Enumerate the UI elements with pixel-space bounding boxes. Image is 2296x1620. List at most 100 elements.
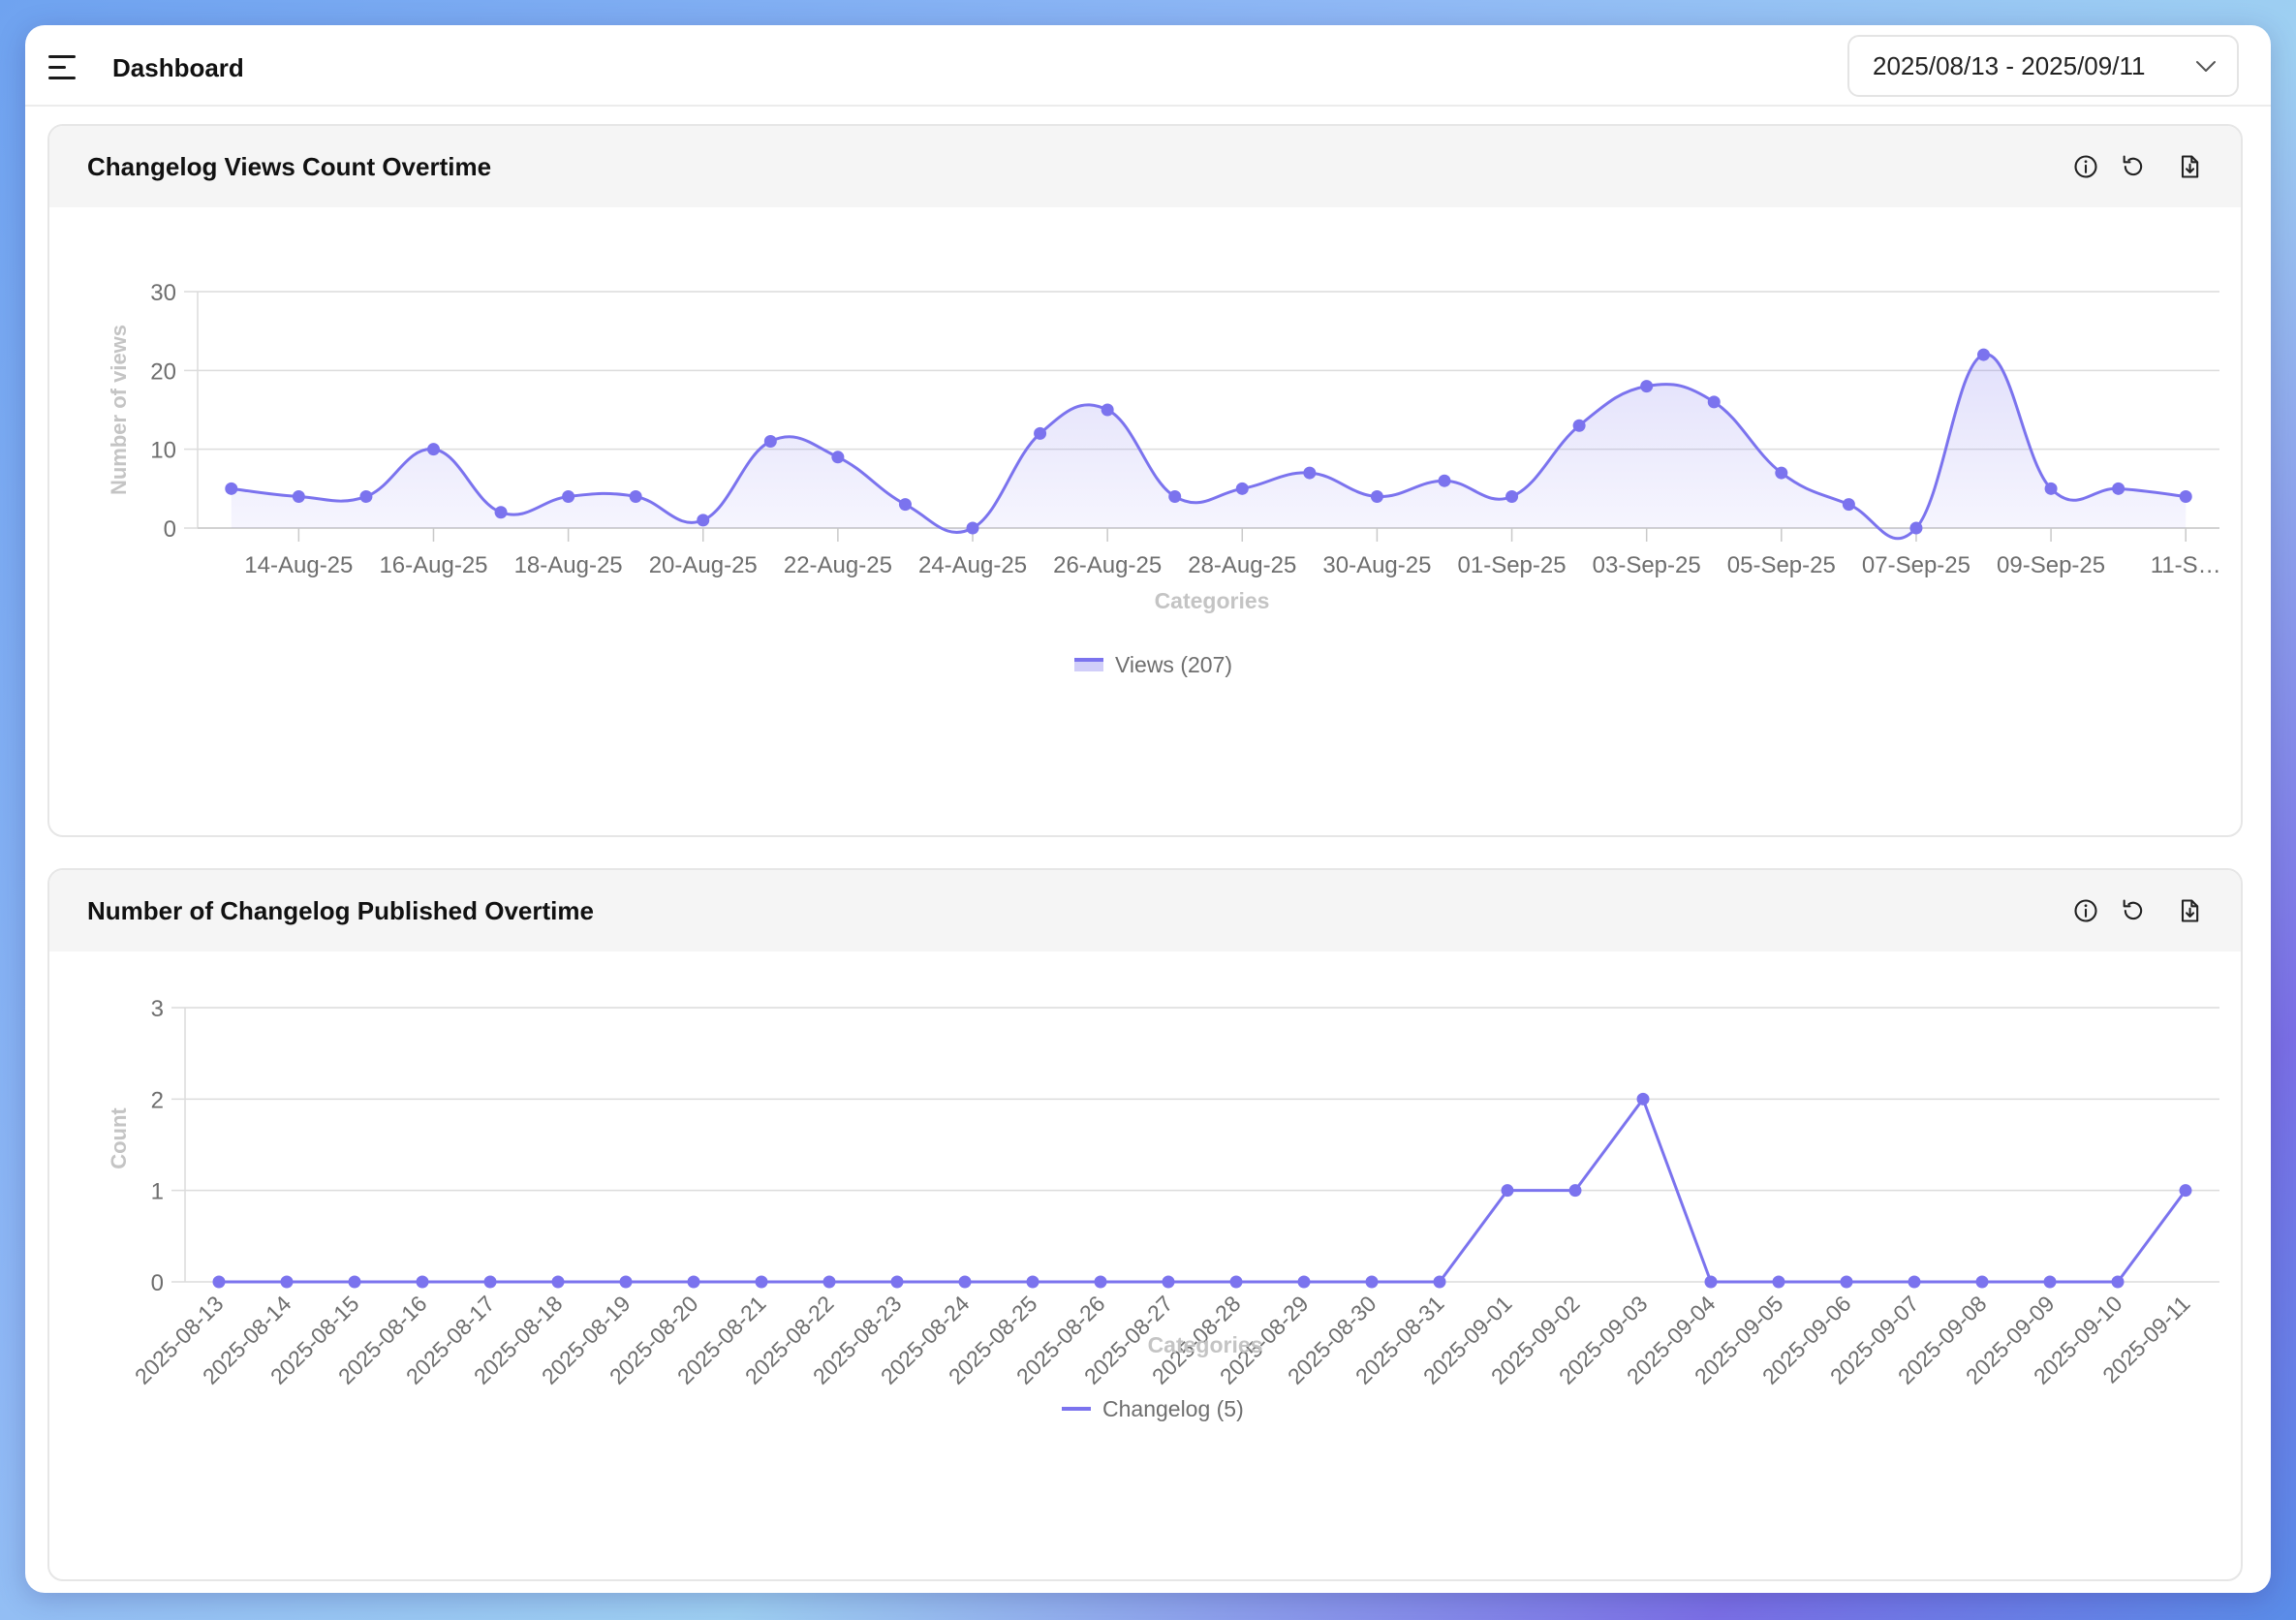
date-range-picker[interactable]: 2025/08/13 - 2025/09/11 bbox=[1847, 35, 2239, 97]
card-header: Changelog Views Count Overtime bbox=[49, 126, 2241, 207]
data-point bbox=[619, 1275, 633, 1289]
data-point bbox=[1365, 1275, 1379, 1289]
x-tick-label: 24-Aug-25 bbox=[918, 552, 1027, 578]
x-tick-label: 14-Aug-25 bbox=[244, 552, 353, 578]
card-title: Number of Changelog Published Overtime bbox=[87, 896, 594, 925]
data-point bbox=[958, 1275, 972, 1289]
data-point bbox=[562, 489, 575, 503]
page-title: Dashboard bbox=[112, 53, 244, 82]
data-point bbox=[1026, 1275, 1039, 1289]
series-line bbox=[219, 1097, 2187, 1284]
download-icon[interactable] bbox=[2176, 897, 2203, 924]
x-tick-label: 22-Aug-25 bbox=[784, 552, 892, 578]
data-point bbox=[898, 498, 912, 512]
reset-icon[interactable] bbox=[2120, 153, 2147, 180]
menu-icon[interactable] bbox=[48, 54, 78, 81]
data-point bbox=[822, 1275, 836, 1289]
series-area bbox=[231, 354, 2187, 539]
x-tick-label: 30-Aug-25 bbox=[1322, 552, 1431, 578]
data-point bbox=[1303, 466, 1317, 480]
y-tick-label: 0 bbox=[164, 516, 176, 543]
y-tick-label: 0 bbox=[151, 1270, 164, 1296]
card-header: Number of Changelog Published Overtime bbox=[49, 870, 2241, 951]
legend-swatch-area bbox=[1074, 660, 1103, 671]
data-point bbox=[1707, 395, 1721, 409]
y-axis-title: Number of views bbox=[107, 325, 131, 495]
x-tick-label: 01-Sep-25 bbox=[1458, 552, 1567, 578]
data-point bbox=[225, 482, 238, 495]
data-point bbox=[755, 1275, 768, 1289]
data-point bbox=[494, 506, 508, 519]
data-point bbox=[1297, 1275, 1311, 1289]
data-point bbox=[1229, 1275, 1243, 1289]
data-point bbox=[763, 435, 777, 449]
top-bar: Dashboard 2025/08/13 - 2025/09/11 bbox=[25, 25, 2271, 107]
y-tick-label: 1 bbox=[151, 1179, 164, 1205]
data-point bbox=[1636, 1092, 1650, 1106]
data-point bbox=[1842, 498, 1855, 512]
data-point bbox=[1433, 1275, 1446, 1289]
data-point bbox=[1909, 521, 1923, 535]
x-tick-label: 28-Aug-25 bbox=[1188, 552, 1296, 578]
data-point bbox=[2179, 1184, 2192, 1198]
data-point bbox=[1094, 1275, 1107, 1289]
data-point bbox=[551, 1275, 565, 1289]
x-tick-label: 05-Sep-25 bbox=[1727, 552, 1836, 578]
data-point bbox=[359, 489, 373, 503]
card-title: Changelog Views Count Overtime bbox=[87, 152, 492, 181]
info-icon[interactable] bbox=[2072, 897, 2099, 924]
y-tick-label: 30 bbox=[150, 280, 176, 306]
data-point bbox=[1572, 419, 1586, 432]
x-tick-label: 16-Aug-25 bbox=[379, 552, 487, 578]
data-point bbox=[280, 1275, 294, 1289]
data-point bbox=[426, 443, 440, 456]
download-icon[interactable] bbox=[2176, 153, 2203, 180]
app-window: Dashboard 2025/08/13 - 2025/09/11 Change… bbox=[25, 25, 2271, 1593]
x-axis-title: Categories bbox=[1148, 1332, 1263, 1357]
chevron-down-icon bbox=[2196, 61, 2216, 72]
data-point bbox=[1034, 426, 1047, 440]
legend-label: Changelog (5) bbox=[1102, 1396, 1244, 1421]
date-range-value: 2025/08/13 - 2025/09/11 bbox=[1873, 51, 2146, 80]
data-point bbox=[1840, 1275, 1853, 1289]
y-axis-title: Count bbox=[107, 1107, 131, 1169]
data-point bbox=[831, 451, 845, 464]
x-tick-label: 11-S… bbox=[2151, 552, 2221, 578]
data-point bbox=[1168, 489, 1182, 503]
x-tick-label: 20-Aug-25 bbox=[649, 552, 758, 578]
y-tick-label: 2 bbox=[151, 1087, 164, 1113]
data-point bbox=[2043, 1275, 2057, 1289]
data-point bbox=[1775, 466, 1788, 480]
data-point bbox=[1977, 348, 1991, 361]
data-point bbox=[687, 1275, 700, 1289]
published-line-chart: 01232025-08-132025-08-142025-08-152025-0… bbox=[107, 996, 2219, 1421]
data-point bbox=[1162, 1275, 1175, 1289]
y-tick-label: 3 bbox=[151, 996, 164, 1022]
x-tick-label: 09-Sep-25 bbox=[1997, 552, 2105, 578]
data-point bbox=[416, 1275, 429, 1289]
data-point bbox=[2112, 482, 2125, 495]
data-point bbox=[1505, 489, 1519, 503]
data-point bbox=[348, 1275, 361, 1289]
views-line-chart: 0 10 20 30 14-Aug-25 16-Aug-25 18-Aug-25 20-Aug… bbox=[107, 280, 2221, 677]
y-tick-label: 20 bbox=[150, 358, 176, 385]
data-point bbox=[1704, 1275, 1718, 1289]
data-point bbox=[697, 514, 710, 527]
data-point bbox=[1640, 380, 1654, 393]
data-point bbox=[292, 489, 305, 503]
data-point bbox=[890, 1275, 904, 1289]
info-icon[interactable] bbox=[2072, 153, 2099, 180]
reset-icon[interactable] bbox=[2120, 897, 2147, 924]
x-axis-title: Categories bbox=[1155, 588, 1270, 613]
data-point bbox=[212, 1275, 226, 1289]
data-point bbox=[1235, 482, 1249, 495]
data-point bbox=[2111, 1275, 2125, 1289]
data-point bbox=[1501, 1184, 1514, 1198]
y-tick-label: 10 bbox=[150, 438, 176, 464]
data-point bbox=[2044, 482, 2058, 495]
views-chart-card: Changelog Views Count Overtime bbox=[47, 124, 2243, 837]
published-chart-card: Number of Changelog Published Overtime 0… bbox=[47, 868, 2243, 1581]
data-point bbox=[1975, 1275, 1989, 1289]
x-tick-label: 07-Sep-25 bbox=[1862, 552, 1970, 578]
data-point bbox=[1772, 1275, 1785, 1289]
